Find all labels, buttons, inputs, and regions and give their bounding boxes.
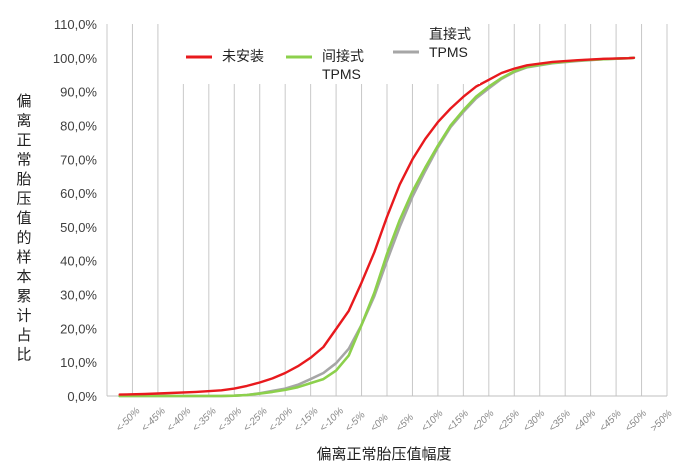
y-tick-label: 0,0% [67,389,97,404]
x-tick-label: <-20% [267,406,295,434]
x-tick-label: <-45% [140,406,168,434]
legend-label-0: 未安装 [222,48,264,64]
series-lines [118,56,636,398]
y-tick-label: 100,0% [53,51,98,66]
y-tick-label: 80,0% [60,118,97,133]
y-tick-label: 90,0% [60,85,97,100]
y-tick-label: 20,0% [60,321,97,336]
x-tick-label: <15% [445,408,471,434]
vertical-gridlines [106,24,668,396]
y-tick-label: 10,0% [60,355,97,370]
y-tick-label: 60,0% [60,186,97,201]
legend-background [178,22,480,84]
x-tick-label: <-40% [165,406,193,434]
series-line-1 [118,56,636,398]
x-tick-label: <5% [394,412,416,434]
x-tick-label: <40% [572,408,598,434]
y-tick-label: 70,0% [60,152,97,167]
x-tick-label: <-25% [241,406,269,434]
y-tick-label: 110,0% [54,17,98,32]
y-tick-label: 30,0% [60,288,97,303]
y-axis-label: 偏离正常胎压值的样本累计占比 [16,93,31,364]
x-tick-label: >50% [649,408,675,434]
x-tick-label: <35% [547,408,573,434]
y-tick-label: 40,0% [60,254,97,269]
x-tick-label: <-5% [343,410,368,435]
legend-label-2: TPMS [429,44,468,60]
series-line-0 [118,56,636,396]
legend-label-1: TPMS [322,66,361,82]
x-axis: <-50%<-45%<-40%<-35%<-30%<-25%<-20%<-15%… [107,395,675,435]
x-tick-label: <10% [420,408,446,434]
x-tick-label: <-10% [318,406,346,434]
legend: 未安装 间接式 TPMS 直接式 TPMS [178,22,480,84]
x-tick-label: <20% [470,408,496,434]
y-axis: 0,0% 10,0% 20,0% 30,0% 40,0% 50,0% 60,0% 70,0% 8… [53,17,98,404]
x-tick-label: <-50% [114,406,142,434]
x-tick-label: <45% [598,408,624,434]
legend-label-1: 间接式 [322,48,364,64]
x-tick-label: <-15% [292,406,320,434]
x-axis-label: 偏离正常胎压值幅度 [316,446,451,463]
x-tick-label: <-35% [190,406,218,434]
x-tick-label: <0% [369,412,391,434]
x-tick-label: <30% [521,408,547,434]
x-tick-label: <50% [623,408,649,434]
y-tick-label: 50,0% [60,220,97,235]
series-line-2 [118,56,636,398]
x-tick-label: <-30% [216,406,244,434]
legend-label-2: 直接式 [429,26,471,42]
x-tick-label: <25% [496,408,522,434]
